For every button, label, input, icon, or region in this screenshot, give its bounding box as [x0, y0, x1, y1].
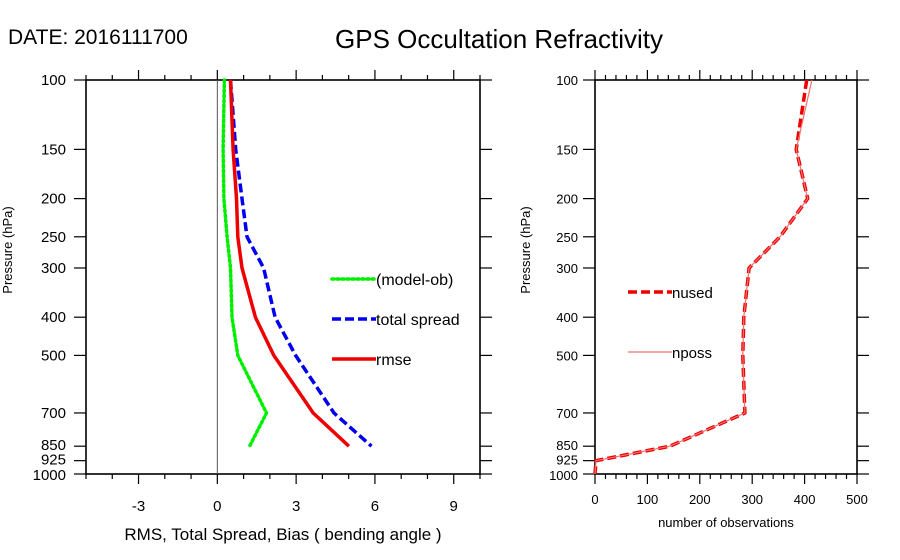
x-tick-label: 0	[591, 492, 598, 507]
y-tick-label: 400	[41, 309, 66, 326]
y-tick-label: 500	[41, 347, 66, 364]
y-tick-label: 1000	[549, 468, 578, 483]
panel-observation-counts: 0 100 200 300 400 500 100 150 200 250 300 400 500 700…	[518, 70, 869, 530]
y-tick-label: 150	[41, 141, 66, 158]
y-tick-label: 250	[556, 230, 578, 245]
x-tick-label: 3	[292, 498, 300, 515]
legend-label: nused	[672, 285, 713, 302]
x-tick-label: 500	[846, 492, 868, 507]
y-tick-label: 200	[41, 191, 66, 208]
y-tick-label: 300	[41, 260, 66, 277]
y-axis-label: Pressure (hPa)	[518, 206, 533, 293]
x-tick-label: 6	[371, 498, 379, 515]
date-label: DATE: 2016111700	[8, 26, 188, 49]
x-tick-label: 0	[213, 498, 221, 515]
legend-label: (model-ob)	[376, 272, 453, 289]
x-axis-label: RMS, Total Spread, Bias ( bending angle …	[124, 525, 441, 544]
y-tick-label: 300	[556, 261, 578, 276]
panel-rms-spread-bias: -3 0 3 6 9 100 150 200 250 300 400 500 700 8509251000…	[0, 70, 492, 544]
y-tick-label: 850	[41, 437, 66, 454]
plot-frame	[85, 79, 481, 475]
y-tick-label: 100	[41, 72, 66, 89]
y-tick-label: 250	[41, 229, 66, 246]
y-tick-label: 150	[556, 142, 578, 157]
x-axis-label: number of observations	[658, 515, 794, 530]
legend-label: rmse	[376, 352, 412, 369]
series-line-total-spread	[228, 79, 373, 448]
x-tick-label: 200	[689, 492, 711, 507]
series-line-nused	[593, 79, 810, 475]
y-tick-label: 700	[556, 406, 578, 421]
x-tick-label: -3	[132, 498, 145, 515]
y-tick-label: 200	[556, 192, 578, 207]
y-tick-label: 500	[556, 348, 578, 363]
y-tick-label: 400	[556, 310, 578, 325]
x-tick-label: 100	[637, 492, 659, 507]
chart-title: GPS Occultation Refractivity	[335, 24, 663, 54]
series-line-model-ob	[221, 78, 269, 448]
y-tick-label: 925	[556, 453, 578, 468]
legend-label: total spread	[376, 312, 460, 329]
x-tick-label: 400	[794, 492, 816, 507]
legend-label: nposs	[672, 345, 712, 362]
y-tick-label: 925	[41, 452, 66, 469]
y-tick-label: 700	[41, 405, 66, 422]
y-tick-label: 1000	[33, 467, 66, 484]
series-line-rmse	[228, 79, 351, 448]
plot-frame	[594, 79, 858, 475]
y-axis-label: Pressure (hPa)	[0, 206, 15, 293]
series-line-nposs	[594, 79, 813, 475]
y-tick-label: 850	[556, 438, 578, 453]
y-tick-label: 100	[556, 73, 578, 88]
x-tick-label: 9	[450, 498, 458, 515]
x-tick-label: 300	[741, 492, 763, 507]
